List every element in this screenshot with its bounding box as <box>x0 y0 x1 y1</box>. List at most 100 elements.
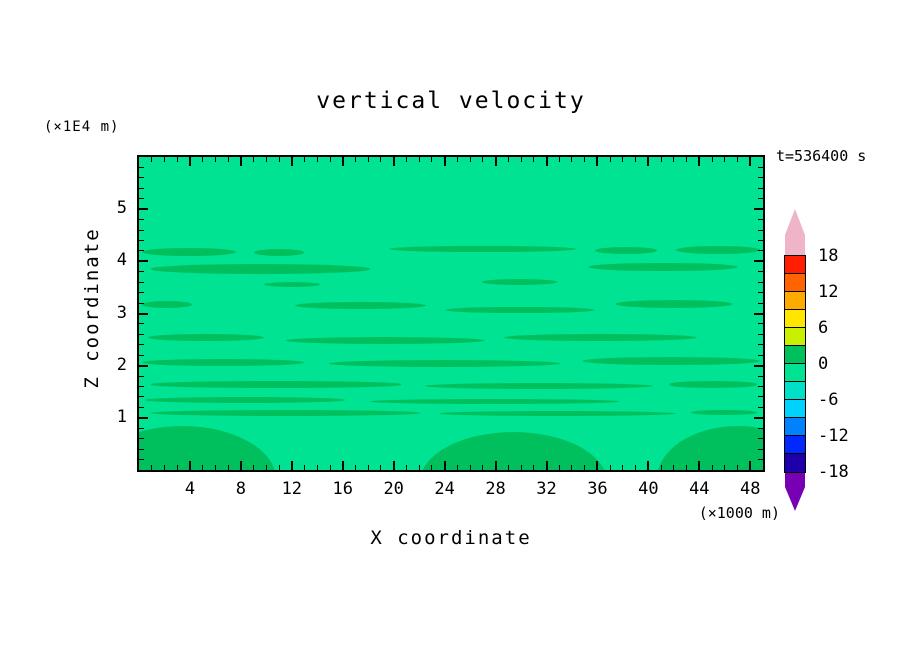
y-minor-tick <box>758 333 763 335</box>
y-minor-tick <box>758 354 763 356</box>
y-tick-label: 5 <box>116 198 127 219</box>
y-minor-tick <box>139 375 144 377</box>
y-minor-tick <box>758 386 763 388</box>
x-minor-tick <box>151 157 153 162</box>
y-minor-tick <box>139 438 144 440</box>
x-major-tick <box>596 461 599 470</box>
x-minor-tick <box>176 157 178 162</box>
time-annotation: t=536400 s <box>776 147 867 165</box>
y-minor-tick <box>139 333 144 335</box>
x-minor-tick <box>737 157 739 162</box>
contour-band <box>482 279 558 285</box>
contour-band <box>675 245 760 254</box>
colorbar-tick-label: -18 <box>818 462 849 482</box>
contour-band <box>582 357 760 366</box>
contour-band <box>151 264 370 274</box>
x-minor-tick <box>469 157 471 162</box>
x-major-tick <box>239 157 242 166</box>
x-minor-tick <box>405 465 407 470</box>
colorbar-segment <box>785 292 805 310</box>
x-minor-tick <box>253 157 255 162</box>
colorbar-tick-label: 0 <box>818 354 829 374</box>
x-minor-tick <box>456 157 458 162</box>
x-minor-tick <box>609 157 611 162</box>
colorbar-segment <box>785 310 805 328</box>
y-minor-tick <box>139 250 144 252</box>
y-minor-tick <box>758 448 763 450</box>
y-minor-tick <box>139 427 144 429</box>
x-minor-tick <box>163 157 165 162</box>
x-tick-label: 4 <box>184 479 196 499</box>
x-minor-tick <box>418 157 420 162</box>
y-minor-tick <box>139 229 144 231</box>
x-minor-tick <box>507 465 509 470</box>
contour-band <box>594 247 657 255</box>
x-minor-tick <box>354 157 356 162</box>
plot-area <box>137 155 765 472</box>
contour-band <box>444 306 595 314</box>
y-minor-tick <box>758 219 763 221</box>
y-minor-tick <box>758 198 763 200</box>
x-minor-tick <box>151 465 153 470</box>
y-minor-tick <box>758 177 763 179</box>
contour-band <box>616 300 732 308</box>
x-minor-tick <box>431 465 433 470</box>
y-major-tick <box>139 416 148 419</box>
x-major-tick <box>188 157 191 166</box>
x-minor-tick <box>533 465 535 470</box>
x-minor-tick <box>329 465 331 470</box>
colorbar-segment <box>785 256 805 274</box>
y-minor-tick <box>139 166 144 168</box>
x-major-tick <box>392 461 395 470</box>
y-minor-tick <box>758 427 763 429</box>
x-major-tick <box>392 157 395 166</box>
contour-band <box>329 360 561 367</box>
x-major-tick <box>647 461 650 470</box>
x-minor-tick <box>202 157 204 162</box>
x-minor-tick <box>584 465 586 470</box>
y-minor-tick <box>139 292 144 294</box>
y-minor-tick <box>758 187 763 189</box>
x-major-tick <box>341 157 344 166</box>
x-minor-tick <box>635 465 637 470</box>
x-major-tick <box>749 461 752 470</box>
x-minor-tick <box>737 465 739 470</box>
colorbar-arrow-up-rect <box>785 235 805 255</box>
x-minor-tick <box>520 157 522 162</box>
y-minor-tick <box>139 344 144 346</box>
x-minor-tick <box>558 465 560 470</box>
x-major-tick <box>698 157 701 166</box>
chart-title: vertical velocity <box>316 88 586 114</box>
x-major-tick <box>188 461 191 470</box>
x-minor-tick <box>405 157 407 162</box>
x-tick-label: 40 <box>638 479 659 499</box>
y-minor-tick <box>139 323 144 325</box>
x-minor-tick <box>202 465 204 470</box>
x-minor-tick <box>558 157 560 162</box>
y-minor-tick <box>139 386 144 388</box>
contour-band <box>139 426 277 470</box>
y-minor-tick <box>758 375 763 377</box>
colorbar-arrow-down-rect <box>785 473 805 487</box>
x-tick-label: 32 <box>536 479 557 499</box>
x-minor-tick <box>469 465 471 470</box>
y-major-tick <box>139 312 148 315</box>
x-major-tick <box>290 157 293 166</box>
x-minor-tick <box>304 157 306 162</box>
x-minor-tick <box>163 465 165 470</box>
x-minor-tick <box>354 465 356 470</box>
y-minor-tick <box>758 438 763 440</box>
y-minor-tick <box>758 229 763 231</box>
colorbar-segment <box>785 274 805 292</box>
x-major-tick <box>749 157 752 166</box>
y-minor-tick <box>139 406 144 408</box>
contour-band <box>142 358 305 367</box>
x-minor-tick <box>214 465 216 470</box>
x-minor-tick <box>584 157 586 162</box>
x-minor-tick <box>673 465 675 470</box>
x-major-tick <box>596 157 599 166</box>
x-minor-tick <box>635 157 637 162</box>
x-minor-tick <box>227 465 229 470</box>
contour-band <box>285 336 486 344</box>
